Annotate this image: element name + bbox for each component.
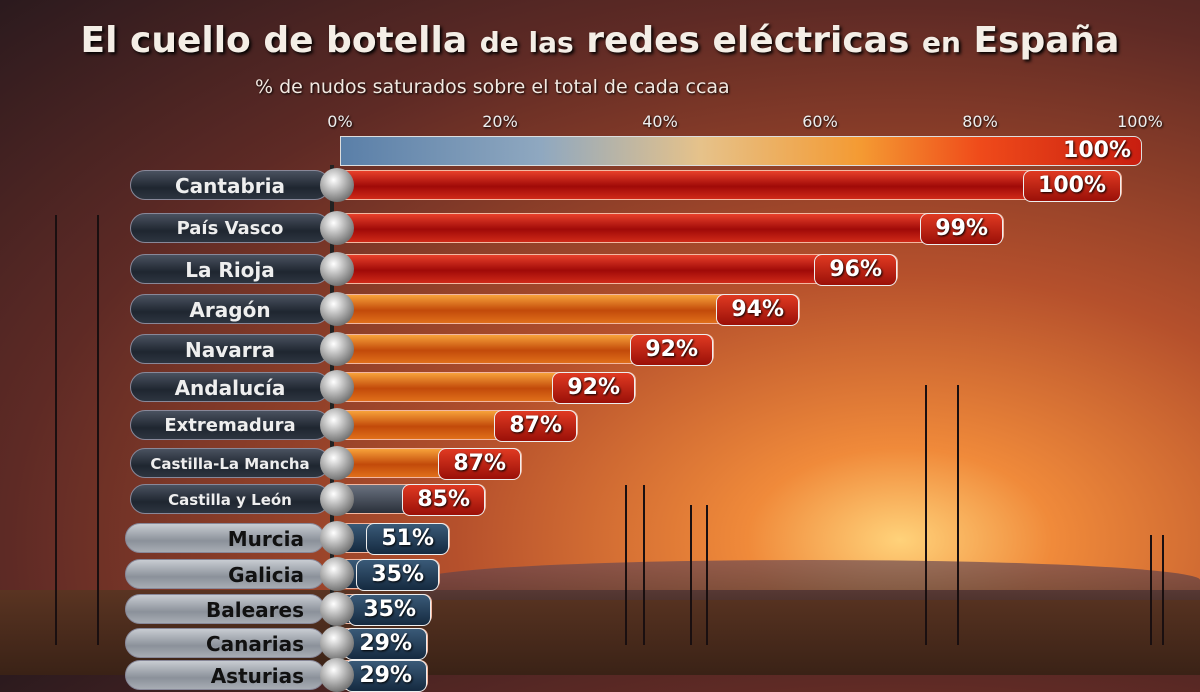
category-label: Extremadura bbox=[130, 410, 330, 440]
bar: 87% bbox=[340, 410, 578, 442]
data-label: 92% bbox=[630, 334, 713, 366]
knob-icon bbox=[320, 211, 354, 245]
x-tick-label: 20% bbox=[482, 112, 518, 131]
pylon-icon bbox=[55, 215, 99, 645]
category-label: La Rioja bbox=[130, 254, 330, 284]
data-label: 51% bbox=[366, 523, 449, 555]
bar: 51% bbox=[340, 523, 450, 555]
color-scale-bar: 100% bbox=[340, 136, 1142, 166]
bar: 94% bbox=[340, 294, 800, 326]
category-label: Murcia bbox=[125, 523, 325, 553]
knob-icon bbox=[320, 370, 354, 404]
bar: 35% bbox=[340, 559, 440, 591]
bar: 87% bbox=[340, 448, 522, 480]
data-label: 92% bbox=[552, 372, 635, 404]
x-tick-label: 40% bbox=[642, 112, 678, 131]
bar: 85% bbox=[340, 484, 486, 516]
pylon-icon bbox=[925, 385, 959, 645]
knob-icon bbox=[320, 557, 354, 591]
knob-icon bbox=[320, 332, 354, 366]
category-label: Canarias bbox=[125, 628, 325, 658]
pylon-icon bbox=[1150, 535, 1164, 645]
knob-icon bbox=[320, 408, 354, 442]
chart-title: El cuello de botella de las redes eléctr… bbox=[0, 20, 1200, 61]
bar: 100% bbox=[340, 170, 1122, 202]
knob-icon bbox=[320, 252, 354, 286]
data-label: 35% bbox=[356, 559, 439, 591]
knob-icon bbox=[320, 168, 354, 202]
data-label: 100% bbox=[1023, 170, 1121, 202]
data-label: 94% bbox=[716, 294, 799, 326]
category-label: Baleares bbox=[125, 594, 325, 624]
data-label: 29% bbox=[344, 660, 427, 692]
hills bbox=[420, 560, 1200, 600]
category-label: Castilla y León bbox=[130, 484, 330, 514]
title-part: España bbox=[973, 20, 1120, 61]
bar: 35% bbox=[340, 594, 432, 626]
bar: 99% bbox=[340, 213, 1004, 245]
knob-icon bbox=[320, 658, 354, 692]
knob-icon bbox=[320, 521, 354, 555]
x-tick-label: 100% bbox=[1117, 112, 1163, 131]
knob-icon bbox=[320, 482, 354, 516]
bar: 92% bbox=[340, 334, 714, 366]
knob-icon bbox=[320, 292, 354, 326]
category-label: Navarra bbox=[130, 334, 330, 364]
knob-icon bbox=[320, 626, 354, 660]
pylon-icon bbox=[625, 485, 645, 645]
data-label: 96% bbox=[814, 254, 897, 286]
category-label: Andalucía bbox=[130, 372, 330, 402]
category-label: Cantabria bbox=[130, 170, 330, 200]
x-tick-label: 60% bbox=[802, 112, 838, 131]
category-label: País Vasco bbox=[130, 213, 330, 243]
knob-icon bbox=[320, 592, 354, 626]
title-part: El cuello de botella bbox=[80, 20, 468, 61]
title-part: redes eléctricas bbox=[586, 20, 910, 61]
bar: 96% bbox=[340, 254, 898, 286]
title-part: en bbox=[921, 26, 961, 59]
category-label: Castilla-La Mancha bbox=[130, 448, 330, 478]
data-label: 85% bbox=[402, 484, 485, 516]
category-label: Aragón bbox=[130, 294, 330, 324]
category-label: Asturias bbox=[125, 660, 325, 690]
bar: 29% bbox=[340, 628, 428, 660]
data-label: 29% bbox=[344, 628, 427, 660]
chart-subtitle: % de nudos saturados sobre el total de c… bbox=[255, 76, 730, 98]
scale-label: 100% bbox=[1063, 138, 1131, 163]
knob-icon bbox=[320, 446, 354, 480]
data-label: 35% bbox=[348, 594, 431, 626]
data-label: 99% bbox=[920, 213, 1003, 245]
x-tick-label: 80% bbox=[962, 112, 998, 131]
title-part: de las bbox=[479, 26, 574, 59]
data-label: 87% bbox=[438, 448, 521, 480]
data-label: 87% bbox=[494, 410, 577, 442]
category-label: Galicia bbox=[125, 559, 325, 589]
pylon-icon bbox=[690, 505, 708, 645]
x-tick-label: 0% bbox=[327, 112, 353, 131]
bar: 92% bbox=[340, 372, 636, 404]
